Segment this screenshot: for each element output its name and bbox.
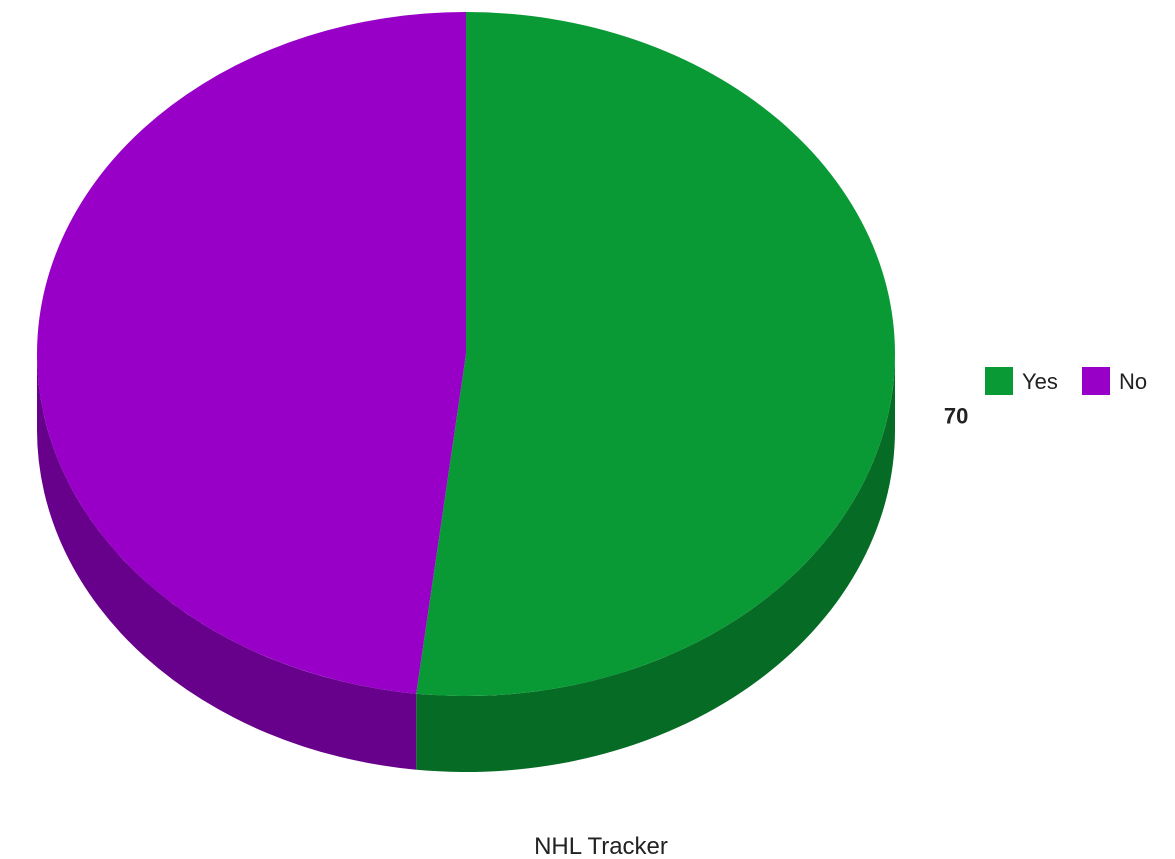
legend-label-no: No bbox=[1119, 369, 1147, 394]
pie-side-yes bbox=[416, 354, 895, 772]
legend-swatch-yes bbox=[985, 367, 1013, 395]
chart-caption: NHL Tracker bbox=[534, 833, 668, 859]
pie-sides bbox=[37, 354, 895, 772]
legend-label-yes: Yes bbox=[1022, 369, 1058, 394]
pie-tops bbox=[37, 12, 896, 696]
legend-swatch-no bbox=[1082, 367, 1110, 395]
slice-label-yes: 70 bbox=[944, 403, 968, 428]
pie-side-no bbox=[37, 354, 417, 770]
pie-slice-no bbox=[37, 12, 467, 694]
slice-labels: 7065 bbox=[944, 403, 968, 428]
legend: Yes No bbox=[985, 367, 1147, 395]
pie-slice-yes bbox=[416, 12, 896, 696]
